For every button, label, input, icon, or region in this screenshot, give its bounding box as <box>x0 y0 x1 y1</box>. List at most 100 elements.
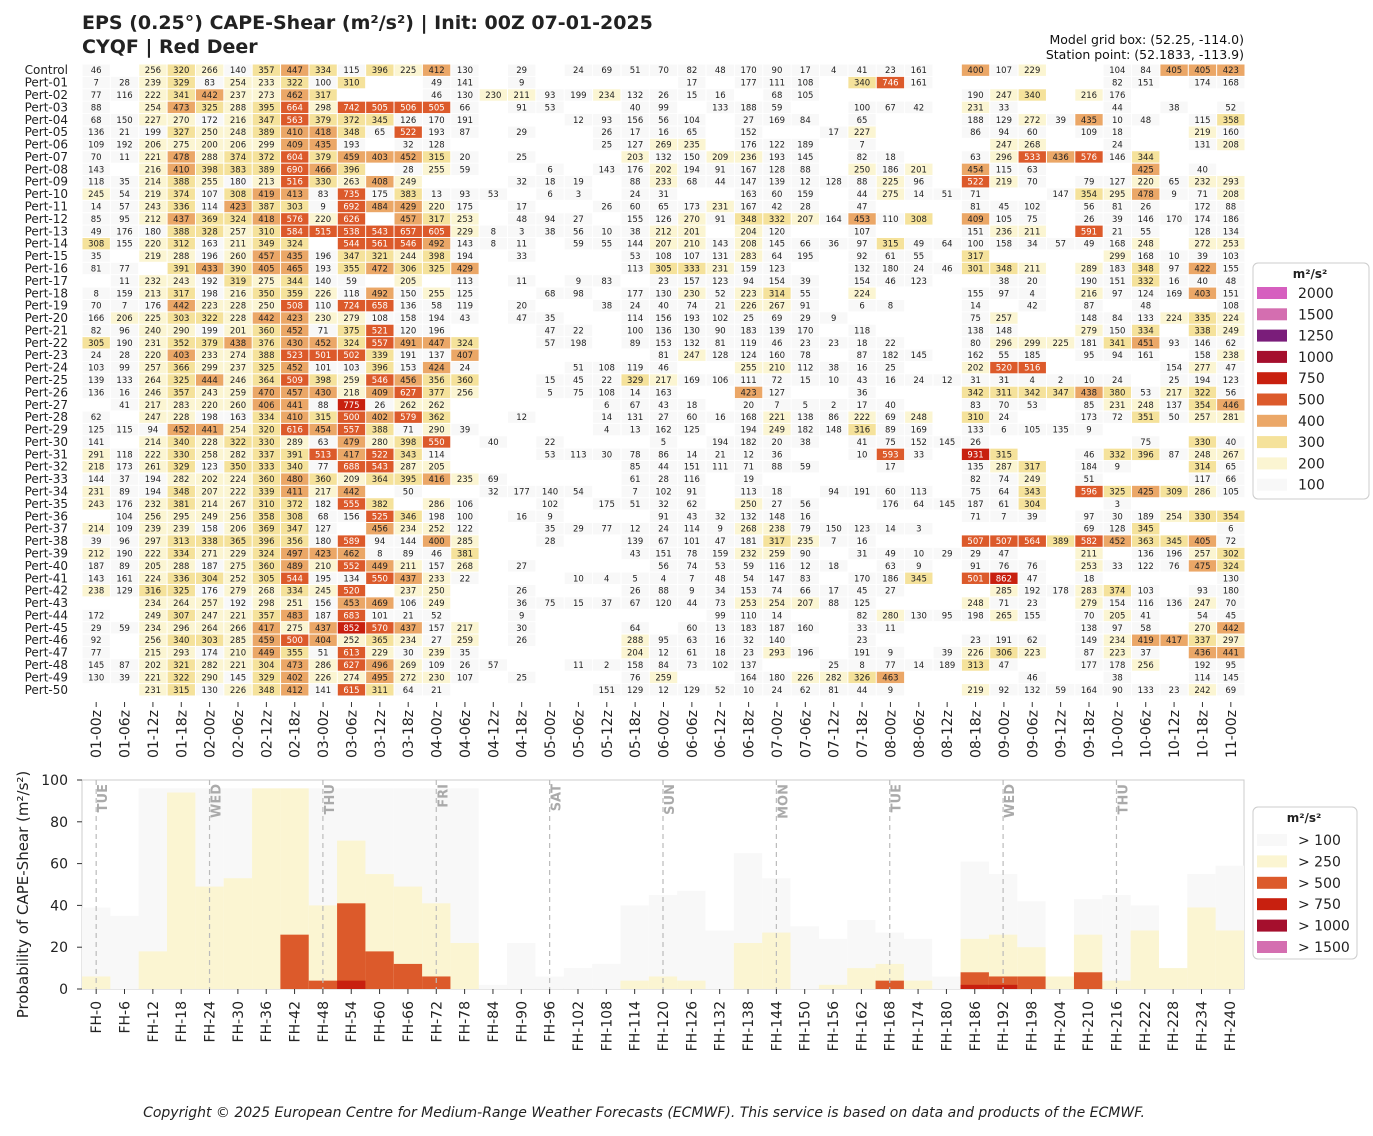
cell-value-label: 24 <box>460 364 471 374</box>
x-tick-label: FH-60 <box>373 1001 389 1042</box>
cell-value-label: 46 <box>1084 450 1095 460</box>
cell-value-label: 206 <box>230 525 246 535</box>
x-tick-label: 08-00z <box>883 710 899 758</box>
cell-value-label: 15 <box>573 599 584 609</box>
heatmap-cell <box>791 138 820 151</box>
heatmap-cell <box>678 312 706 324</box>
heatmap-cell <box>649 473 678 485</box>
heatmap-cell <box>1132 547 1160 560</box>
heatmap-cell <box>507 485 536 498</box>
heatmap-cell <box>1217 547 1245 560</box>
cell-value-label: 235 <box>684 141 700 151</box>
cell-value-label: 82 <box>857 153 868 163</box>
cell-value-label: 86 <box>970 128 981 138</box>
cell-value-label: 243 <box>173 277 189 287</box>
cell-value-label: 97 <box>1112 289 1123 299</box>
copyright-notice: Copyright © 2025 European Centre for Med… <box>143 1105 1145 1121</box>
cell-value-label: 116 <box>684 475 700 485</box>
heatmap-cell <box>252 523 281 535</box>
cell-value-label: 25 <box>601 141 612 151</box>
cell-value-label: 257 <box>1194 413 1210 423</box>
heatmap-cell <box>281 659 309 671</box>
heatmap-cell <box>252 646 281 659</box>
heatmap-cell <box>1188 76 1217 89</box>
cell-value-label: 8 <box>491 227 496 237</box>
heatmap-cell <box>337 510 366 523</box>
heatmap-cell <box>422 349 451 361</box>
heatmap-cell <box>1132 64 1160 76</box>
heatmap-cell <box>394 671 422 684</box>
heatmap-cell <box>337 399 366 411</box>
cell-value-label: 160 <box>797 624 813 634</box>
heatmap-cell <box>309 510 337 523</box>
cell-value-label: 10 <box>1084 376 1095 386</box>
cell-value-label: 210 <box>230 649 246 659</box>
cell-value-label: 130 <box>1223 574 1239 584</box>
cell-value-label: 175 <box>457 203 473 213</box>
cell-value-label: 53 <box>630 252 641 262</box>
cell-value-label: 3 <box>916 525 921 535</box>
heatmap-cell <box>1103 114 1132 126</box>
heatmap-cell <box>82 237 110 250</box>
heatmap-cell <box>167 312 195 324</box>
heatmap-cell <box>649 349 678 361</box>
cell-value-label: 43 <box>630 549 641 559</box>
cell-value-label: 555 <box>343 500 359 510</box>
cell-value-label: 12 <box>573 116 584 126</box>
cell-value-label: 8 <box>491 240 496 250</box>
heatmap-cell <box>422 671 451 684</box>
cell-value-label: 133 <box>967 426 983 436</box>
heatmap-cell <box>451 200 479 213</box>
heatmap-cell <box>564 89 593 101</box>
heatmap-cell <box>763 299 791 312</box>
heatmap-cell <box>394 151 422 163</box>
cell-value-label: 120 <box>769 227 785 237</box>
cell-value-label: 260 <box>230 252 246 262</box>
cell-value-label: 150 <box>826 525 842 535</box>
heatmap-cell <box>507 560 536 572</box>
cell-value-label: 256 <box>145 636 161 646</box>
heatmap-cell <box>479 473 507 485</box>
member-label: Pert-30 <box>25 435 68 449</box>
cell-value-label: 340 <box>854 79 870 89</box>
cell-value-label: 6 <box>1001 426 1006 436</box>
heatmap-cell <box>876 684 905 696</box>
cell-value-label: 10 <box>743 686 754 696</box>
cell-value-label: 330 <box>1194 512 1210 522</box>
heatmap-cell <box>678 473 706 485</box>
cell-value-label: 140 <box>542 488 558 498</box>
cell-value-label: 232 <box>145 277 161 287</box>
cell-value-label: 196 <box>202 252 218 262</box>
heatmap-cell <box>337 312 366 324</box>
cell-value-label: 16 <box>1169 277 1180 287</box>
heatmap-cell <box>791 213 820 225</box>
cell-value-label: 105 <box>996 215 1012 225</box>
cell-value-label: 50 <box>1169 413 1180 423</box>
heatmap-cell <box>451 547 479 560</box>
heatmap-cell <box>139 114 167 126</box>
cell-value-label: 81 <box>970 203 981 213</box>
heatmap-cell <box>1188 547 1217 560</box>
heatmap-cell <box>1217 349 1245 361</box>
heatmap-cell <box>1132 411 1160 423</box>
cell-value-label: 74 <box>772 587 783 597</box>
cell-value-label: 257 <box>996 314 1012 324</box>
heatmap-cell <box>1103 287 1132 299</box>
heatmap-cell <box>167 411 195 423</box>
legend-label: 1000 <box>1298 350 1334 366</box>
heatmap-cell <box>734 498 763 510</box>
heatmap-cell <box>139 126 167 138</box>
cell-value-label: 110 <box>882 215 898 225</box>
heatmap-cell <box>139 349 167 361</box>
heatmap-cell <box>848 337 876 349</box>
cell-value-label: 332 <box>769 215 785 225</box>
heatmap-cell <box>252 275 281 287</box>
cell-value-label: 18 <box>686 401 697 411</box>
cell-value-label: 237 <box>230 364 246 374</box>
heatmap-cell <box>905 76 933 89</box>
heatmap-cell <box>536 176 564 188</box>
cell-value-label: 563 <box>287 116 303 126</box>
heatmap-cell <box>422 584 451 597</box>
heatmap-cell <box>139 485 167 498</box>
cell-value-label: 60 <box>686 413 697 423</box>
